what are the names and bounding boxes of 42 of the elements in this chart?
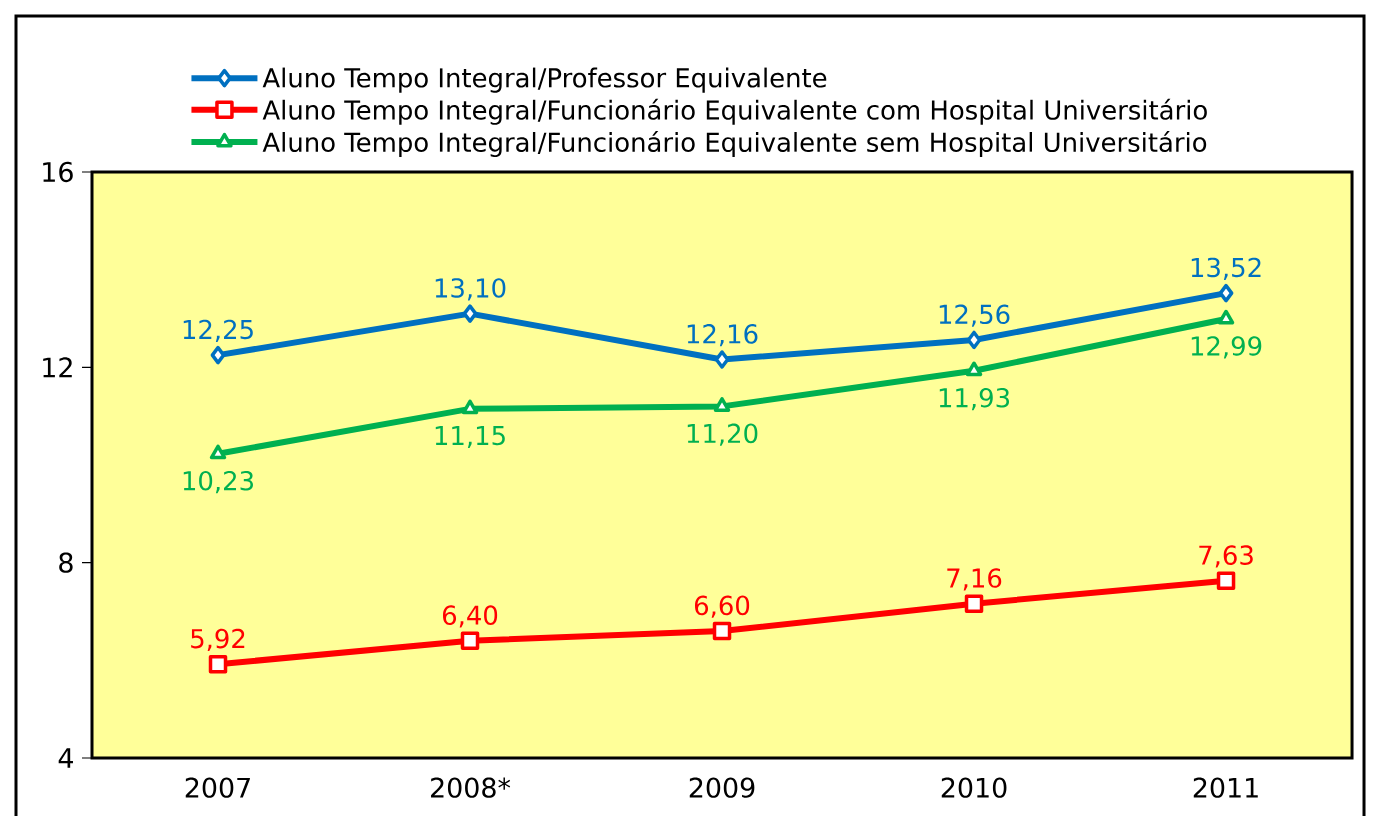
x-tick-label: 2010 bbox=[941, 777, 1007, 798]
point bbox=[1217, 309, 1235, 325]
point bbox=[460, 631, 480, 651]
point bbox=[966, 330, 982, 350]
x-tick-label: 2009 bbox=[689, 777, 755, 798]
point bbox=[1218, 283, 1234, 303]
legend-label: Aluno Tempo Integral/Funcionário Equivalente sem Hospital Universitário bbox=[262, 130, 1207, 158]
data-label: 12,16 bbox=[687, 324, 758, 347]
y-tick-label: 16 bbox=[43, 161, 73, 183]
y-tick-label: 12 bbox=[43, 357, 72, 378]
data-label: 7,63 bbox=[1199, 545, 1253, 568]
data-label: 12,99 bbox=[1191, 336, 1262, 359]
y-tick-label: 4 bbox=[58, 748, 73, 768]
data-label: 6,60 bbox=[694, 595, 750, 618]
point bbox=[462, 304, 478, 323]
point bbox=[712, 621, 732, 641]
legend-label: Aluno Tempo Integral/Funcionário Equivalente com Hospital Universitário bbox=[262, 98, 1207, 125]
data-label: 7,16 bbox=[947, 568, 1002, 591]
point bbox=[208, 654, 228, 674]
data-label: 13,10 bbox=[435, 278, 506, 301]
data-label: 11,15 bbox=[435, 426, 505, 448]
data-label: 6,40 bbox=[442, 605, 498, 628]
x-tick-label: 2008* bbox=[431, 777, 511, 798]
y-tick-label: 8 bbox=[59, 552, 73, 573]
x-tick-label: 2011 bbox=[1193, 777, 1258, 798]
point bbox=[209, 444, 227, 460]
point bbox=[210, 345, 226, 365]
point bbox=[714, 350, 730, 369]
data-label: 12,25 bbox=[183, 319, 253, 342]
data-label: 10,23 bbox=[183, 470, 253, 494]
data-label: 11,93 bbox=[939, 387, 1010, 411]
data-label: 11,20 bbox=[687, 423, 758, 446]
legend-label: Aluno Tempo Integral/Professor Equivalente bbox=[262, 67, 827, 93]
point bbox=[713, 397, 731, 412]
point bbox=[461, 399, 479, 415]
point bbox=[964, 594, 984, 613]
point bbox=[1216, 571, 1236, 590]
x-tick-label: 2007 bbox=[185, 777, 250, 798]
data-label: 12,56 bbox=[939, 304, 1010, 327]
data-label: 13,52 bbox=[1191, 257, 1261, 280]
data-label: 5,92 bbox=[191, 628, 245, 652]
point bbox=[965, 361, 983, 377]
